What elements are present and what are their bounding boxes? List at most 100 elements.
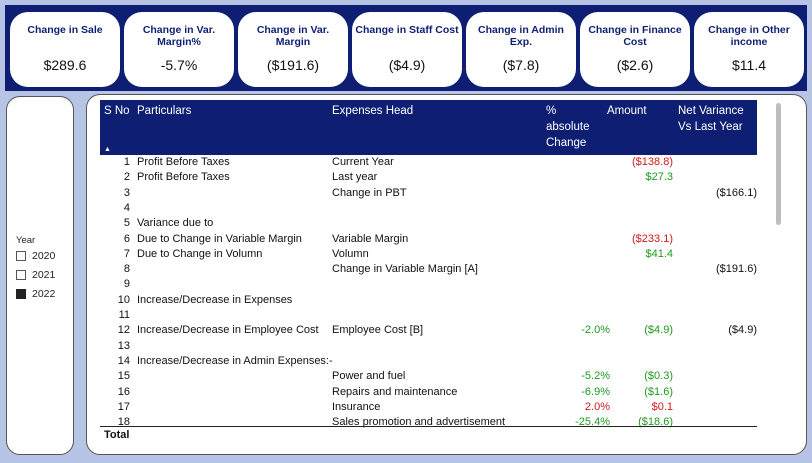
checkbox-icon[interactable] [16,251,26,261]
variance-table: S No Particulars Expenses Head % absolut… [86,94,807,455]
cell-pct-change: -25.4% [575,416,610,429]
total-divider [100,426,757,427]
table-row: 5 Variance due to [100,217,757,232]
column-header-net-variance[interactable]: Net Variance Vs Last Year [678,105,744,133]
cell-pct-change: -2.0% [581,324,610,337]
slicer-title: Year [16,235,36,246]
kpi-card: Change in Var. Margin ($191.6) [238,12,348,87]
column-header-particulars[interactable]: Particulars [137,105,192,117]
cell-expenses-head: Employee Cost [B] [332,324,424,337]
kpi-title: Change in Var. Margin [256,24,330,48]
table-row: 11 [100,309,757,324]
cell-expenses-head: Current Year [332,156,394,168]
cell-particulars: Due to Change in Variable Margin [137,232,302,245]
cell-net-variance: ($4.9) [728,324,757,337]
cell-expenses-head: Variable Margin [332,232,409,245]
column-header-sno[interactable]: S No [104,105,130,117]
slicer-item-2020[interactable]: 2020 [16,250,55,262]
cell-sno: 7 [123,247,130,260]
cell-expenses-head: Change in PBT [332,186,407,199]
kpi-card: Change in Other income $11.4 [694,12,804,87]
vertical-scrollbar[interactable] [776,103,781,225]
table-row: 15 Power and fuel -5.2% ($0.3) [100,370,757,385]
cell-net-variance: ($191.6) [716,263,757,276]
cell-particulars: Increase/Decrease in Admin Expenses:- [137,354,333,367]
kpi-value: -5.7% [160,57,198,73]
kpi-title: Change in Admin Exp. [478,24,564,48]
cell-expenses-head: Power and fuel [332,370,406,383]
cell-amount: $27.3 [645,171,673,184]
cell-sno: 3 [123,186,130,199]
cell-amount: ($233.1) [632,232,673,245]
kpi-title: Change in Var. Margin% [142,24,216,48]
sort-ascending-icon[interactable]: ▲ [104,146,111,153]
slicer-item-2022[interactable]: 2022 [16,288,55,300]
table-row: 3 Change in PBT ($166.1) [100,187,757,202]
slicer-item-2021[interactable]: 2021 [16,269,55,281]
cell-expenses-head: Repairs and maintenance [332,385,458,398]
cell-sno: 10 [117,293,130,306]
cell-expenses-head: Sales promotion and advertisement [332,416,506,429]
slicer-item-label: 2021 [32,269,56,281]
year-slicer: Year 2020 2021 2022 [6,96,74,455]
cell-sno: 4 [123,201,130,214]
checkbox-checked-icon[interactable] [16,289,26,299]
cell-sno: 12 [117,324,130,337]
kpi-title: Change in Staff Cost [355,24,459,36]
table-row: 2 Profit Before Taxes Last year $27.3 [100,171,757,186]
cell-sno: 14 [117,354,130,367]
table-row: 14 Increase/Decrease in Admin Expenses:- [100,355,757,370]
cell-particulars: Profit Before Taxes [137,156,230,168]
cell-particulars: Due to Change in Volumn [137,247,263,260]
cell-expenses-head: Volumn [332,247,369,260]
cell-sno: 8 [123,263,130,276]
cell-amount: ($0.3) [644,370,673,383]
kpi-title: Change in Other income [708,24,790,48]
table-row: 10 Increase/Decrease in Expenses [100,294,757,309]
cell-expenses-head: Last year [332,171,378,184]
column-header-amount[interactable]: Amount [607,105,647,117]
checkbox-icon[interactable] [16,270,26,280]
column-header-pct-change[interactable]: % absolute Change [546,105,590,149]
cell-amount: $0.1 [651,400,673,413]
kpi-value: ($2.6) [616,57,654,73]
cell-sno: 11 [118,309,130,321]
cell-expenses-head: Change in Variable Margin [A] [332,263,478,276]
cell-particulars: Increase/Decrease in Employee Cost [137,324,319,337]
table-header: S No Particulars Expenses Head % absolut… [100,100,757,155]
cell-amount: ($1.6) [644,385,673,398]
cell-sno: 6 [123,232,130,245]
kpi-value: $289.6 [43,57,87,73]
cell-sno: 16 [117,385,130,398]
cell-amount: ($4.9) [644,324,673,337]
kpi-card: Change in Sale $289.6 [10,12,120,87]
table-row: 1 Profit Before Taxes Current Year ($138.8) [100,156,757,171]
cell-particulars: Variance due to [137,217,214,230]
kpi-card: Change in Var. Margin% -5.7% [124,12,234,87]
cell-sno: 15 [117,370,130,383]
kpi-value: ($7.8) [502,57,540,73]
cell-particulars: Increase/Decrease in Expenses [137,293,293,306]
cell-pct-change: -6.9% [581,385,610,398]
cell-sno: 13 [117,339,130,352]
slicer-item-label: 2022 [32,288,56,300]
table-row: 18 Sales promotion and advertisement -25.4… [100,416,757,431]
cell-amount: ($18.6) [638,416,673,429]
column-header-expenses-head[interactable]: Expenses Head [332,105,414,117]
table-row: 9 [100,278,757,293]
cell-sno: 17 [117,400,130,413]
kpi-card: Change in Admin Exp. ($7.8) [466,12,576,87]
table-row: 12 Increase/Decrease in Employee Cost Empl… [100,324,757,339]
cell-amount: $41.4 [645,247,673,260]
kpi-value: $11.4 [732,57,766,73]
kpi-title: Change in Sale [27,24,103,36]
table-row: 4 [100,202,757,217]
cell-sno: 18 [117,416,130,429]
slicer-item-label: 2020 [32,250,56,262]
cell-pct-change: -5.2% [581,370,610,383]
table-row: 13 [100,340,757,355]
cell-expenses-head: Insurance [332,400,381,413]
table-row: 6 Due to Change in Variable Margin Variabl… [100,233,757,248]
cell-sno: 1 [123,156,130,168]
cell-net-variance: ($166.1) [716,186,757,199]
